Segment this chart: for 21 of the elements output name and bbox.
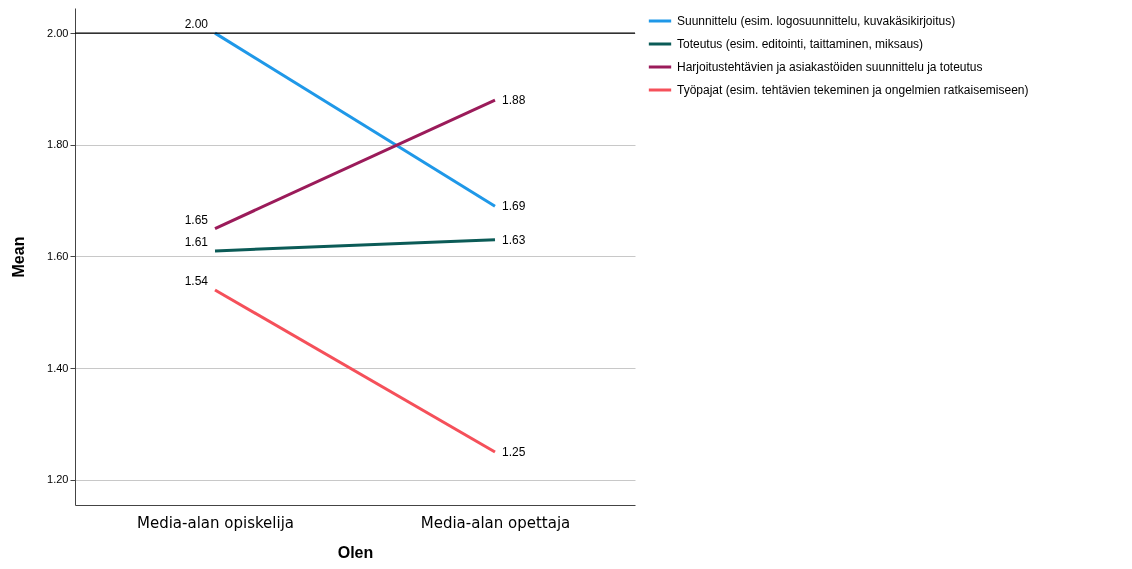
- legend-label: Toteutus (esim. editointi, taittaminen, miksaus): [677, 37, 924, 51]
- data-label: 1.88: [502, 93, 526, 108]
- data-label: 1.65: [184, 212, 209, 227]
- data-label: 1.69: [502, 199, 526, 214]
- legend-label: Työpajat (esim. tehtävien tekeminen ja ongelmien ratkaisemiseen): [677, 83, 1029, 97]
- legend-label: Suunnittelu (esim. logosuunnittelu, kuvakäsikirjoitus): [677, 14, 956, 28]
- data-label: 1.63: [502, 232, 526, 247]
- legend-label: Harjoitustehtävien ja asiakastöiden suunnittelu ja toteutus: [677, 60, 983, 74]
- data-label: 1.54: [184, 274, 209, 289]
- data-label: 1.25: [502, 444, 526, 459]
- y-tick-label: 1.40: [47, 361, 69, 374]
- x-tick-label: Media-alan opiskelija: [136, 513, 295, 532]
- x-axis-title: Olen: [337, 543, 374, 561]
- y-axis-title: Mean: [10, 236, 28, 278]
- data-label: 1.61: [184, 234, 209, 249]
- x-tick-label: Media-alan opettaja: [420, 513, 571, 532]
- y-tick-label: 2.00: [47, 26, 69, 39]
- y-tick-label: 1.20: [47, 473, 69, 486]
- y-tick-label: 1.80: [47, 138, 69, 151]
- y-tick-label: 1.60: [47, 250, 69, 262]
- data-label: 2.00: [184, 17, 209, 32]
